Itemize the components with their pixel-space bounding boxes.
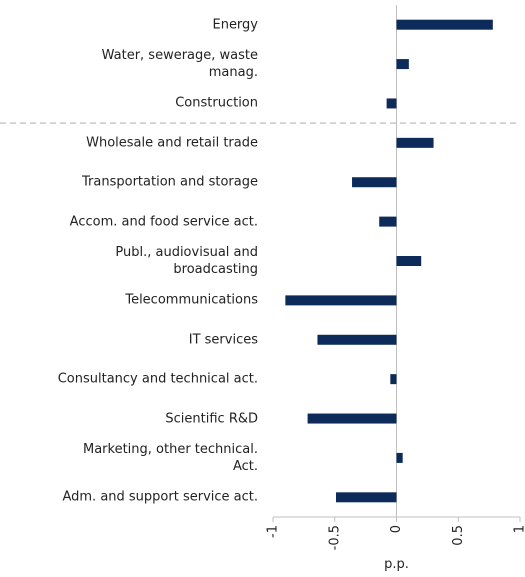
bar [390, 374, 397, 385]
bar [285, 295, 397, 306]
bar [396, 256, 422, 266]
bar [352, 177, 397, 188]
bar [396, 452, 403, 463]
bar [386, 98, 397, 109]
x-axis-label: p.p. [384, 557, 409, 572]
x-tick-label: 1 [513, 525, 525, 533]
bar [335, 492, 397, 503]
bar [396, 137, 434, 148]
y-tick-label: Consultancy and technical act. [57, 371, 258, 387]
y-tick-label: Scientific R&D [165, 411, 258, 427]
y-tick-label: Marketing, other technical. Act. [82, 441, 258, 474]
y-tick-label: Energy [212, 17, 258, 33]
y-tick-label: Adm. and support service act. [62, 489, 258, 505]
x-tick-label: -0.5 [327, 525, 342, 550]
y-tick-label: Wholesale and retail trade [86, 135, 258, 151]
y-tick-label: Water, sewerage, waste manag. [101, 48, 258, 81]
y-tick-label: Transportation and storage [82, 174, 258, 190]
bar [379, 216, 397, 227]
bar [317, 334, 397, 345]
y-tick-label: IT services [188, 332, 258, 348]
bar [396, 59, 409, 70]
y-tick-label: Accom. and food service act. [69, 214, 258, 230]
bar [307, 413, 397, 424]
x-tick-label: 0.5 [451, 525, 466, 546]
bar [396, 19, 493, 30]
y-tick-label: Telecommunications [125, 292, 258, 308]
y-tick-label: Construction [175, 95, 258, 111]
x-tick-label: 0 [389, 525, 404, 533]
x-tick-label: -1 [266, 525, 281, 538]
y-tick-label: Publ., audiovisual and broadcasting [115, 245, 258, 277]
